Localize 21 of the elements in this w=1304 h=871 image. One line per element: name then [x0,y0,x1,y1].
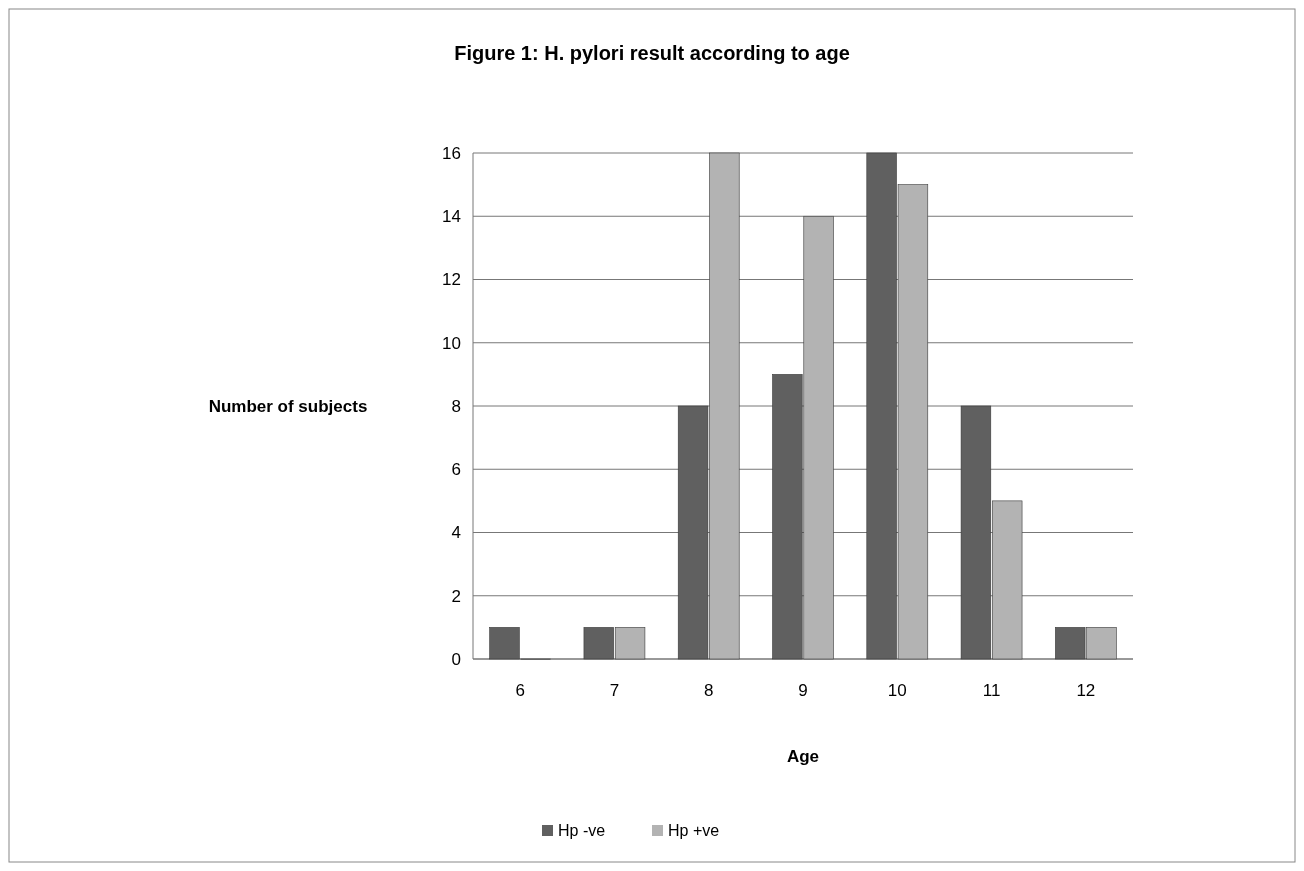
y-tick-label: 2 [451,586,461,606]
x-tick-label: 9 [798,681,808,700]
y-tick-label: 8 [451,396,461,416]
chart-title: Figure 1: H. pylori result according to age [454,42,850,64]
x-tick-label: 8 [703,681,714,700]
y-tick-label: 6 [451,460,461,480]
y-axis-title: Number of subjects [208,396,368,416]
y-tick-label: 14 [442,207,461,227]
x-tick-label: 11 [982,681,1001,700]
x-axis-title: Age [786,747,820,766]
y-tick-label: 0 [451,649,461,669]
y-tick-label: 4 [451,523,461,543]
x-tick-label: 12 [1076,681,1096,700]
legend-label: Hp -ve [558,822,606,839]
legend-label: Hp +ve [668,822,720,839]
y-tick-label: 16 [442,143,461,163]
y-tick-label: 10 [442,333,461,353]
y-tick-label: 12 [442,270,461,290]
x-tick-label: 7 [609,681,620,700]
x-tick-label: 6 [515,681,525,700]
x-tick-label: 10 [887,681,907,700]
